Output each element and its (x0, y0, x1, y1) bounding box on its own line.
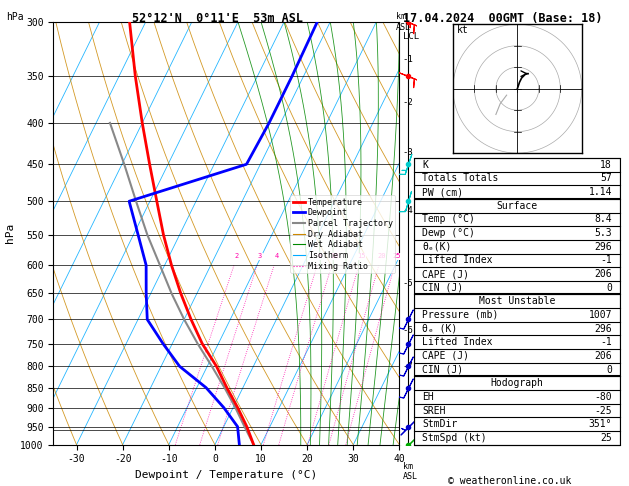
Text: -1: -1 (403, 55, 414, 64)
Text: Surface: Surface (496, 201, 538, 211)
Text: θₑ (K): θₑ (K) (422, 324, 457, 333)
Text: Mixing Ratio (g/kg): Mixing Ratio (g/kg) (457, 182, 466, 284)
Text: StmDir: StmDir (422, 419, 457, 429)
Text: CAPE (J): CAPE (J) (422, 351, 469, 361)
Text: Totals Totals: Totals Totals (422, 174, 499, 183)
Text: 25: 25 (393, 253, 401, 260)
Text: 4: 4 (275, 253, 279, 260)
Text: LCL: LCL (403, 32, 419, 41)
Text: -7: -7 (403, 362, 414, 371)
Text: 10: 10 (330, 253, 338, 260)
Text: 206: 206 (594, 351, 612, 361)
Text: 5.3: 5.3 (594, 228, 612, 238)
Text: Temp (°C): Temp (°C) (422, 214, 475, 225)
Text: 0: 0 (606, 364, 612, 375)
Text: © weatheronline.co.uk: © weatheronline.co.uk (448, 476, 571, 486)
Text: 8.4: 8.4 (594, 214, 612, 225)
Text: 20: 20 (377, 253, 386, 260)
Text: 0: 0 (606, 283, 612, 293)
Text: -80: -80 (594, 392, 612, 402)
Text: -4: -4 (403, 206, 414, 215)
Y-axis label: hPa: hPa (4, 223, 14, 243)
Text: 2: 2 (235, 253, 239, 260)
Text: 296: 296 (594, 242, 612, 252)
Text: 57: 57 (600, 174, 612, 183)
Text: 17.04.2024  00GMT (Base: 18): 17.04.2024 00GMT (Base: 18) (403, 12, 602, 25)
Text: PW (cm): PW (cm) (422, 187, 464, 197)
Text: CIN (J): CIN (J) (422, 283, 464, 293)
Text: K: K (422, 160, 428, 170)
Text: 296: 296 (594, 324, 612, 333)
Text: km
ASL: km ASL (396, 12, 411, 32)
Text: 1.14: 1.14 (589, 187, 612, 197)
Text: 52°12'N  0°11'E  53m ASL: 52°12'N 0°11'E 53m ASL (132, 12, 303, 25)
Text: CIN (J): CIN (J) (422, 364, 464, 375)
Text: 351°: 351° (589, 419, 612, 429)
Text: Dewp (°C): Dewp (°C) (422, 228, 475, 238)
Text: Lifted Index: Lifted Index (422, 255, 493, 265)
Text: Lifted Index: Lifted Index (422, 337, 493, 347)
Text: 25: 25 (600, 433, 612, 443)
Text: -1: -1 (600, 337, 612, 347)
Text: θₑ(K): θₑ(K) (422, 242, 452, 252)
Text: SREH: SREH (422, 405, 445, 416)
Text: 8: 8 (318, 253, 322, 260)
Text: hPa: hPa (6, 12, 24, 22)
Text: 15: 15 (357, 253, 365, 260)
Legend: Temperature, Dewpoint, Parcel Trajectory, Dry Adiabat, Wet Adiabat, Isotherm, Mi: Temperature, Dewpoint, Parcel Trajectory… (290, 195, 395, 273)
Text: -2: -2 (403, 98, 414, 107)
Text: CAPE (J): CAPE (J) (422, 269, 469, 279)
Text: -3: -3 (403, 148, 414, 156)
X-axis label: Dewpoint / Temperature (°C): Dewpoint / Temperature (°C) (135, 470, 318, 480)
Text: 1007: 1007 (589, 310, 612, 320)
Text: Hodograph: Hodograph (491, 378, 543, 388)
Text: kt: kt (457, 25, 469, 35)
Text: Pressure (mb): Pressure (mb) (422, 310, 499, 320)
Text: 18: 18 (600, 160, 612, 170)
Text: -6: -6 (403, 326, 414, 335)
Text: -5: -5 (403, 279, 414, 288)
Text: km
ASL: km ASL (403, 462, 418, 481)
Text: EH: EH (422, 392, 434, 402)
Text: Most Unstable: Most Unstable (479, 296, 555, 306)
Text: 3: 3 (258, 253, 262, 260)
Text: StmSpd (kt): StmSpd (kt) (422, 433, 487, 443)
Text: -1: -1 (600, 255, 612, 265)
Text: -25: -25 (594, 405, 612, 416)
Text: 206: 206 (594, 269, 612, 279)
FancyBboxPatch shape (414, 158, 620, 445)
